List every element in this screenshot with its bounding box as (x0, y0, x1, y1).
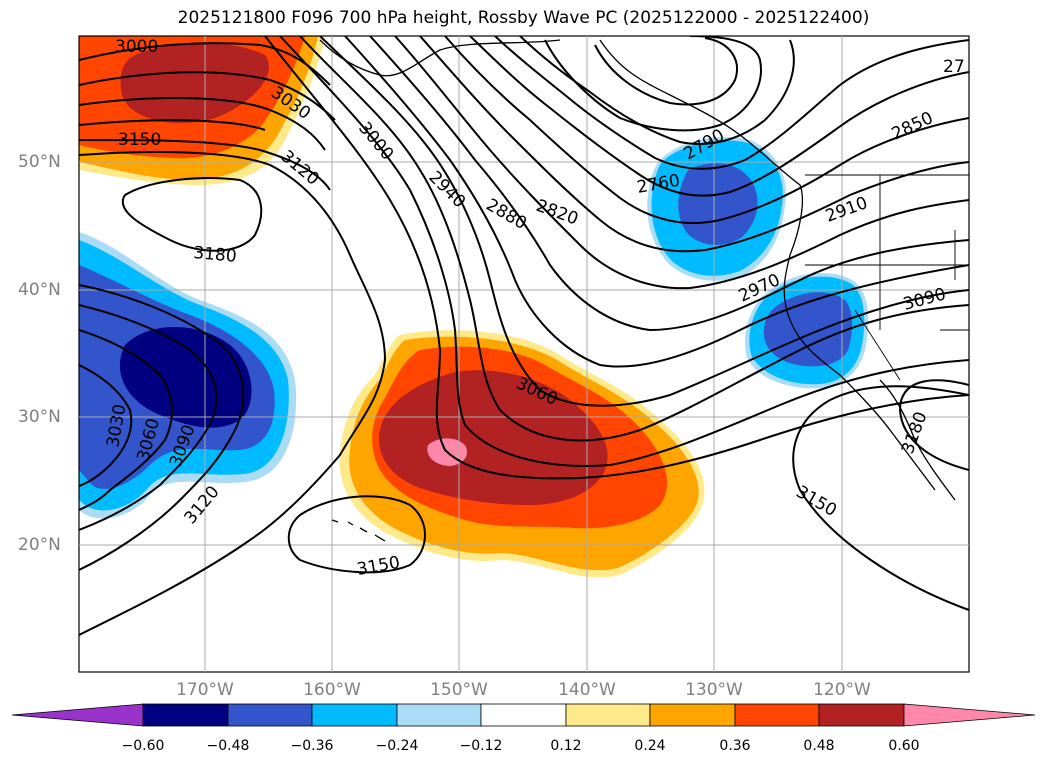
contour-2760-closed (544, 36, 762, 132)
colorbar-tick-label: 0.60 (888, 738, 920, 754)
contour-label: 3150 (118, 130, 161, 150)
lat-label: 50°N (18, 152, 61, 172)
contour-label: 3000 (115, 37, 158, 57)
colorbar-extend-high (903, 703, 1036, 727)
neg-anomaly-ne-blue (678, 163, 758, 245)
colorbar-bin (565, 703, 651, 727)
colorbar-bin (649, 703, 736, 727)
contour-3000-west (79, 364, 133, 487)
colorbar-tick-label: 0.36 (719, 738, 751, 754)
colorbar-bin (480, 703, 567, 727)
colorbar-tick-label: −0.36 (290, 738, 334, 754)
contour-label: 2820 (533, 196, 580, 230)
colorbar-tick-label: 0.48 (803, 738, 835, 754)
contour-label: 2850 (889, 108, 937, 144)
contour-nw-3060 (79, 97, 326, 151)
colorbar-tick-label: 0.12 (550, 738, 582, 754)
contour-2790 (519, 36, 795, 145)
contour-nw-3090 (79, 119, 266, 131)
lon-label: 120°W (813, 680, 871, 700)
coast-us-west (783, 254, 936, 491)
contour-label: 2880 (483, 195, 530, 234)
contour-2970 (369, 36, 969, 332)
pos-anomaly-nw-dark (120, 42, 269, 124)
coast-baja (879, 379, 956, 501)
hawaii-islands (331, 519, 386, 542)
colorbar-tick-label: 0.24 (634, 738, 666, 754)
contour-2940 (394, 36, 969, 290)
contour-2910 (419, 36, 969, 253)
contour-3000-trough (344, 36, 969, 368)
lon-label: 150°W (430, 680, 488, 700)
colorbar-bin (227, 703, 313, 727)
lon-label: 160°W (303, 680, 361, 700)
contour-3060-trough (299, 36, 969, 442)
colorbar-tick-label: −0.24 (375, 738, 419, 754)
contour-label: 2910 (823, 193, 870, 227)
contour-nw-3030 (79, 71, 336, 121)
contour-3120-main (79, 151, 387, 636)
colorbar (11, 703, 1036, 727)
colorbar-extend-low (11, 703, 144, 727)
lat-label: 40°N (18, 280, 61, 300)
colorbar-bin (142, 703, 229, 727)
contour-label: 3150 (355, 553, 401, 580)
contour-3030-west (79, 329, 173, 511)
contour-3180-closed (121, 177, 263, 252)
contour-2820 (494, 36, 969, 170)
lon-label: 130°W (685, 680, 743, 700)
colorbar-bin (734, 703, 820, 727)
contour-3120-trough (264, 36, 969, 480)
contour-2850 (469, 36, 969, 197)
neg-anomaly-west-dark (119, 326, 252, 428)
colorbar-bin (818, 703, 905, 727)
height-contours (79, 36, 969, 636)
colorbar-bin (311, 703, 398, 727)
coast-alaska-se (319, 39, 561, 77)
colorbar-tick-label: −0.48 (206, 738, 250, 754)
lon-label: 140°W (558, 680, 616, 700)
colorbar-tick-label: −0.12 (459, 738, 503, 754)
map-frame (78, 35, 970, 673)
contour-label: 3120 (181, 482, 224, 528)
contour-label: 3120 (277, 147, 323, 190)
contour-3090-main (79, 284, 245, 571)
colorbar-bin (396, 703, 482, 727)
colorbar-tick-label: −0.60 (121, 738, 165, 754)
contour-label: 27 (943, 57, 965, 77)
contour-3030-trough (319, 36, 969, 407)
anomaly-shading (79, 36, 869, 578)
lat-label: 20°N (18, 535, 61, 555)
lon-label: 170°W (176, 680, 234, 700)
contour-label: 3150 (793, 482, 840, 521)
contour-3150-south (792, 385, 969, 611)
contour-3090-trough (279, 36, 969, 467)
contour-label: 3180 (193, 243, 238, 267)
contour-label: 3180 (898, 409, 932, 456)
contour-3180-south (898, 379, 969, 471)
contour-3060-west (79, 304, 218, 531)
contour-2730-closed (594, 37, 738, 106)
contour-3150 (79, 139, 331, 191)
contour-3150-closed-hawaii (287, 495, 426, 574)
map-title: 2025121800 F096 700 hPa height, Rossby W… (177, 8, 870, 28)
lat-label: 30°N (18, 407, 61, 427)
contour-2880 (444, 36, 969, 225)
